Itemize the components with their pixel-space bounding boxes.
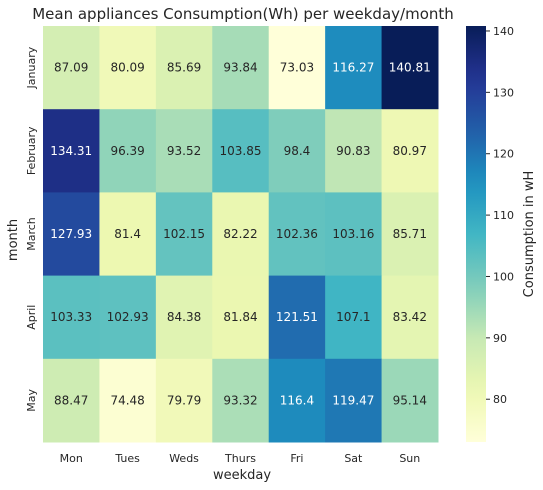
cell-value-label: 85.71 xyxy=(393,227,427,241)
x-tick-label: Mon xyxy=(60,452,83,465)
colorbar-label: Consumption in wH xyxy=(522,171,537,298)
cell-value-label: 116.27 xyxy=(332,61,374,75)
cell-value-label: 74.48 xyxy=(110,393,144,407)
cell-value-label: 73.03 xyxy=(280,61,314,75)
heatmap-cells: 87.09 80.09 85.69 93.84 73.03 116.27 140.81 134… xyxy=(43,26,439,443)
cell-value-label: 121.51 xyxy=(276,310,318,324)
cell-value-label: 93.84 xyxy=(223,61,257,75)
x-tick-label: Weds xyxy=(169,452,199,465)
cell-value-label: 119.47 xyxy=(332,393,374,407)
y-tick-label: March xyxy=(25,217,38,251)
cell-value-label: 102.15 xyxy=(163,227,205,241)
cell-value-label: 134.31 xyxy=(50,144,92,158)
y-tick-label: February xyxy=(25,126,38,175)
cell-value-label: 140.81 xyxy=(389,61,431,75)
chart-title: Mean appliances Consumption(Wh) per week… xyxy=(32,5,454,23)
y-tick-label: May xyxy=(25,389,38,412)
y-tick-label: January xyxy=(25,46,38,89)
y-tick-label: April xyxy=(25,305,38,330)
cell-value-label: 83.42 xyxy=(393,310,427,324)
colorbar-tick-label: 120 xyxy=(493,148,514,161)
cell-value-label: 80.09 xyxy=(110,61,144,75)
cell-value-label: 103.33 xyxy=(50,310,92,324)
colorbar-tick-label: 130 xyxy=(493,86,514,99)
cell-value-label: 102.36 xyxy=(276,227,318,241)
cell-value-label: 103.85 xyxy=(220,144,262,158)
cell-value-label: 116.4 xyxy=(280,393,314,407)
colorbar-tick-label: 110 xyxy=(493,209,514,222)
cell-value-label: 85.69 xyxy=(167,61,201,75)
y-tick-labels: January February March April May xyxy=(25,46,38,412)
cell-value-label: 84.38 xyxy=(167,310,201,324)
cell-value-label: 102.93 xyxy=(107,310,149,324)
cell-value-label: 93.32 xyxy=(223,393,257,407)
x-tick-label: Sun xyxy=(399,452,420,465)
y-axis-label: month xyxy=(6,219,21,261)
cell-value-label: 98.4 xyxy=(284,144,311,158)
x-tick-labels: Mon Tues Weds Thurs Fri Sat Sun xyxy=(60,452,421,465)
cell-value-label: 88.47 xyxy=(54,393,88,407)
x-tick-label: Thurs xyxy=(224,452,256,465)
cell-value-label: 81.84 xyxy=(223,310,257,324)
cell-value-label: 90.83 xyxy=(336,144,370,158)
cell-value-label: 93.52 xyxy=(167,144,201,158)
cell-value-label: 96.39 xyxy=(110,144,144,158)
cell-value-label: 82.22 xyxy=(223,227,257,241)
cell-value-label: 81.4 xyxy=(114,227,141,241)
cell-value-label: 95.14 xyxy=(393,393,427,407)
x-tick-label: Sat xyxy=(344,452,363,465)
cell-value-label: 103.16 xyxy=(332,227,374,241)
colorbar-tick-label: 140 xyxy=(493,25,514,38)
colorbar-ticks: 80 90 100 110 120 130 140 xyxy=(486,25,514,406)
cell-value-label: 87.09 xyxy=(54,61,88,75)
cell-value-label: 80.97 xyxy=(393,144,427,158)
colorbar-tick-label: 90 xyxy=(493,332,507,345)
cell-value-label: 127.93 xyxy=(50,227,92,241)
x-tick-label: Fri xyxy=(290,452,303,465)
colorbar xyxy=(466,26,486,442)
colorbar-tick-label: 80 xyxy=(493,393,507,406)
cell-value-label: 107.1 xyxy=(336,310,370,324)
colorbar-tick-label: 100 xyxy=(493,270,514,283)
cell-value-label: 79.79 xyxy=(167,393,201,407)
x-tick-label: Tues xyxy=(114,452,140,465)
x-axis-label: weekday xyxy=(213,468,271,483)
